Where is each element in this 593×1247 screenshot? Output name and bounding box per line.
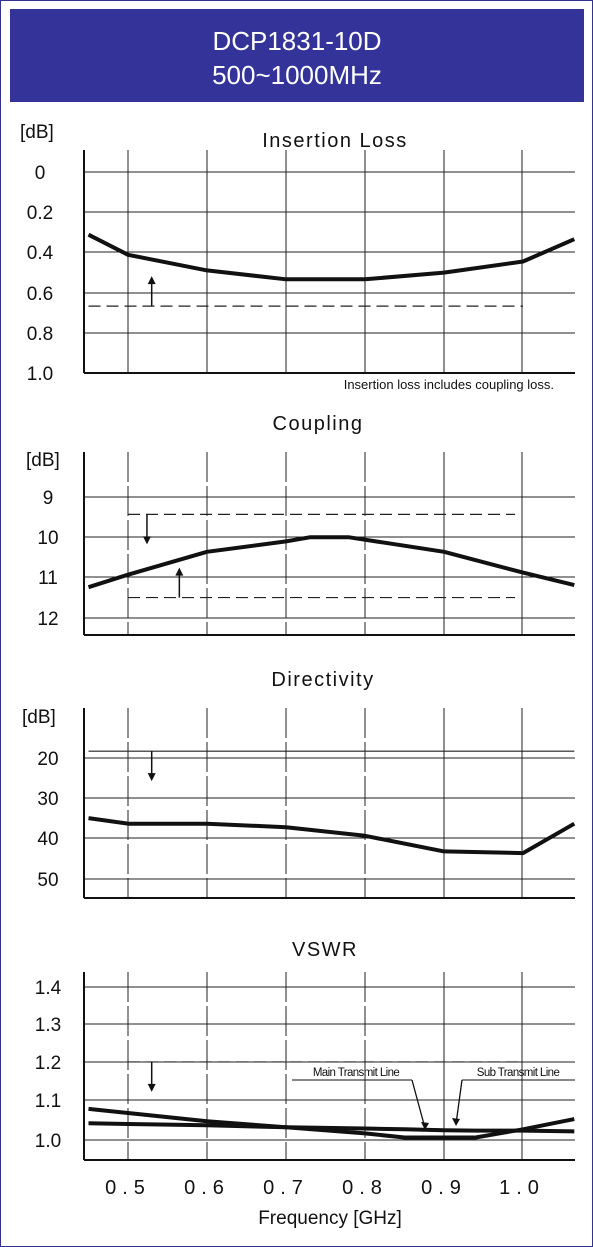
- frequency-band: 500~1000MHz: [212, 60, 382, 90]
- coupling-ylabel: [dB]: [26, 450, 60, 471]
- y-tick-label: 9: [43, 488, 54, 509]
- vswr-panel: VSWR 1.4 1.3 1.2 1.1 1.0 Main Transmit Line Su…: [35, 939, 575, 1161]
- vswr-title: VSWR: [292, 939, 358, 961]
- y-tick-label: 20: [37, 749, 58, 770]
- y-tick-label: 1.0: [35, 1131, 61, 1152]
- limit-arrowhead: [142, 536, 151, 545]
- series-line-1: [87, 535, 575, 590]
- series-label-2: Sub Transmit Line: [477, 1067, 560, 1079]
- y-tick-label: 1.1: [35, 1091, 61, 1112]
- chart-header: DCP1831-10D 500~1000MHz: [10, 9, 584, 102]
- y-tick-label: 1.3: [35, 1015, 61, 1036]
- callout-arrowhead: [452, 1118, 460, 1126]
- frequency-axis-label: Frequency [GHz]: [258, 1208, 402, 1229]
- y-tick-label: 12: [37, 609, 58, 630]
- limit-arrowhead: [147, 773, 156, 782]
- limit-arrowhead: [147, 276, 156, 285]
- insertion-loss-ylabel: [dB]: [20, 122, 54, 143]
- directivity-title: Directivity: [271, 669, 374, 691]
- x-tick-label: 0.8: [342, 1177, 388, 1199]
- callout-leader: [411, 1079, 426, 1129]
- callout-leader: [455, 1079, 463, 1125]
- series-line-1: [87, 232, 576, 282]
- directivity-ylabel: [dB]: [22, 707, 56, 728]
- y-tick-label: 40: [37, 829, 58, 850]
- directivity-panel: Directivity [dB] 20 30 40 50: [22, 669, 576, 899]
- y-tick-label: 0: [35, 163, 46, 184]
- x-tick-label: 0.5: [105, 1177, 151, 1199]
- y-tick-label: 1.2: [35, 1053, 61, 1074]
- x-tick-label: 0.7: [263, 1177, 309, 1199]
- y-tick-label: 0.4: [27, 243, 54, 264]
- y-tick-label: 30: [37, 789, 58, 810]
- insertion-loss-panel: Insertion Loss [dB] Insertion loss inclu…: [20, 122, 576, 392]
- series-line-2: [88, 1121, 575, 1134]
- frequency-axis: Frequency [GHz] 0.5 0.6 0.7 0.8 0.9 1.0: [105, 1177, 545, 1229]
- y-tick-label: 1.0: [27, 364, 53, 385]
- coupling-panel: Coupling [dB] 9 10 11 12: [26, 413, 575, 636]
- limit-arrowhead: [147, 1083, 156, 1092]
- y-tick-label: 0.2: [27, 203, 53, 224]
- limit-arrowhead: [175, 567, 184, 576]
- y-tick-label: 50: [37, 870, 58, 891]
- model-title: DCP1831-10D: [212, 26, 382, 56]
- callout-arrowhead: [421, 1122, 429, 1130]
- insertion-loss-note: Insertion loss includes coupling loss.: [344, 377, 554, 392]
- insertion-loss-title: Insertion Loss: [262, 130, 408, 152]
- series-line-1: [88, 1106, 575, 1140]
- x-tick-label: 1.0: [499, 1177, 545, 1199]
- x-tick-label: 0.6: [184, 1177, 230, 1199]
- y-tick-label: 0.8: [27, 324, 53, 345]
- series-label-1: Main Transmit Line: [313, 1067, 400, 1079]
- y-tick-label: 0.6: [27, 284, 53, 305]
- series-line-1: [88, 816, 576, 856]
- y-tick-label: 10: [37, 528, 58, 549]
- y-tick-label: 1.4: [35, 978, 62, 999]
- y-tick-label: 11: [38, 568, 58, 589]
- x-tick-label: 0.9: [421, 1177, 467, 1199]
- coupling-title: Coupling: [273, 413, 364, 435]
